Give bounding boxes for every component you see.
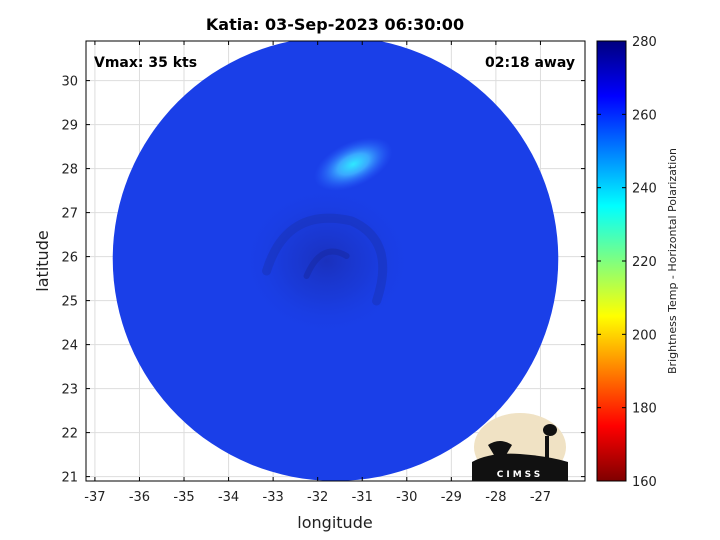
x-tick-label: -30: [396, 490, 417, 505]
x-tick-label: -33: [263, 490, 284, 505]
x-tick-label: -28: [485, 490, 506, 505]
y-tick-label: 30: [61, 75, 78, 90]
x-tick-label: -27: [530, 490, 551, 505]
x-tick-label: -29: [441, 490, 462, 505]
y-tick-label: 28: [61, 163, 78, 178]
field-features: [241, 137, 412, 336]
x-tick-label: -36: [129, 490, 150, 505]
colorbar-tick-label: 160: [632, 475, 657, 490]
y-tick-label: 26: [61, 251, 78, 266]
colorbar-ticks: 160 180 200 220 240 260 280: [597, 35, 657, 490]
x-axis: -37 -36 -35 -34 -33 -32 -31 -30 -29 -28 -27: [84, 41, 551, 505]
y-tick-label: 24: [61, 339, 78, 354]
colorbar-tick-label: 200: [632, 328, 657, 343]
y-tick-label: 27: [61, 207, 78, 222]
y-tick-label: 29: [61, 119, 78, 134]
x-axis-label: longitude: [297, 513, 372, 532]
y-axis-label: latitude: [33, 230, 52, 291]
colorbar: [596, 40, 627, 482]
x-tick-label: -34: [218, 490, 239, 505]
warm-core-feature: [241, 186, 412, 336]
cimss-logo-text: CIMSS: [497, 470, 543, 480]
cold-cloud-feature: [314, 137, 393, 191]
x-tick-label: -37: [84, 490, 105, 505]
time-away-annotation: 02:18 away: [485, 55, 575, 71]
y-axis: 21 22 23 24 25 26 27 28 29 30: [61, 75, 585, 486]
x-tick-label: -31: [352, 490, 373, 505]
y-tick-label: 25: [61, 295, 78, 310]
plot-frame: [85, 40, 586, 482]
colorbar-tick-label: 280: [632, 35, 657, 50]
y-tick-label: 22: [61, 427, 78, 442]
x-tick-label: -32: [307, 490, 328, 505]
colorbar-tick-label: 180: [632, 402, 657, 417]
vmax-annotation: Vmax: 35 kts: [94, 55, 197, 71]
spiral-band: [303, 248, 350, 279]
y-tick-label: 23: [61, 383, 78, 398]
cimss-logo: CIMSS: [472, 413, 568, 481]
chart-title: Katia: 03-Sep-2023 06:30:00: [206, 15, 464, 34]
colorbar-tick-label: 220: [632, 255, 657, 270]
colorbar-tick-label: 260: [632, 108, 657, 123]
data-field: [112, 41, 559, 481]
spiral-band: [262, 213, 388, 306]
colorbar-label: Brightness Temp - Horizontal Polarizatio…: [666, 148, 679, 374]
x-tick-label: -35: [173, 490, 194, 505]
colorbar-tick-label: 240: [632, 182, 657, 197]
y-tick-label: 21: [61, 471, 78, 486]
